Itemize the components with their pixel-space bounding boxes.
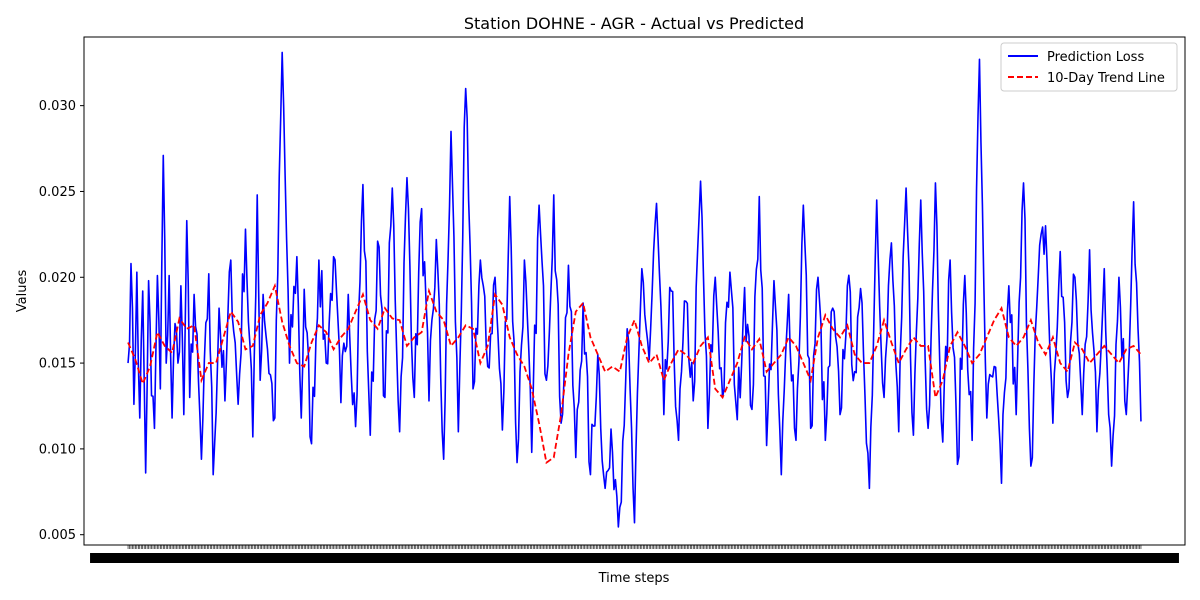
legend-label-10-day-trend-line: 10-Day Trend Line bbox=[1047, 71, 1165, 86]
legend: Prediction Loss 10-Day Trend Line bbox=[1000, 42, 1178, 92]
y-tick-label: 0.015 bbox=[39, 357, 76, 372]
x-axis-label: Time steps bbox=[598, 571, 670, 586]
series-layer bbox=[127, 51, 1142, 528]
y-axis-label: Values bbox=[15, 270, 30, 313]
plot-frame bbox=[83, 36, 1186, 546]
y-tick-label: 0.025 bbox=[39, 185, 76, 200]
legend-label-prediction-loss: Prediction Loss bbox=[1047, 50, 1144, 65]
legend-box bbox=[1000, 42, 1178, 92]
x-tick-labels-overlap bbox=[90, 553, 1179, 563]
x-axis-ticks bbox=[90, 545, 1179, 563]
y-tick-label: 0.010 bbox=[39, 442, 76, 457]
y-axis-ticks: 0.005 0.010 0.015 0.020 0.025 0.030 bbox=[39, 99, 84, 543]
x-tick-marks bbox=[127, 545, 1142, 549]
chart-title: Station DOHNE - AGR - Actual vs Predicte… bbox=[464, 14, 804, 33]
series-prediction-loss-line bbox=[127, 51, 1142, 528]
y-tick-label: 0.020 bbox=[39, 271, 76, 286]
series-10-day-trend-line bbox=[127, 282, 1142, 465]
y-tick-label: 0.005 bbox=[39, 528, 76, 543]
y-tick-label: 0.030 bbox=[39, 99, 76, 114]
